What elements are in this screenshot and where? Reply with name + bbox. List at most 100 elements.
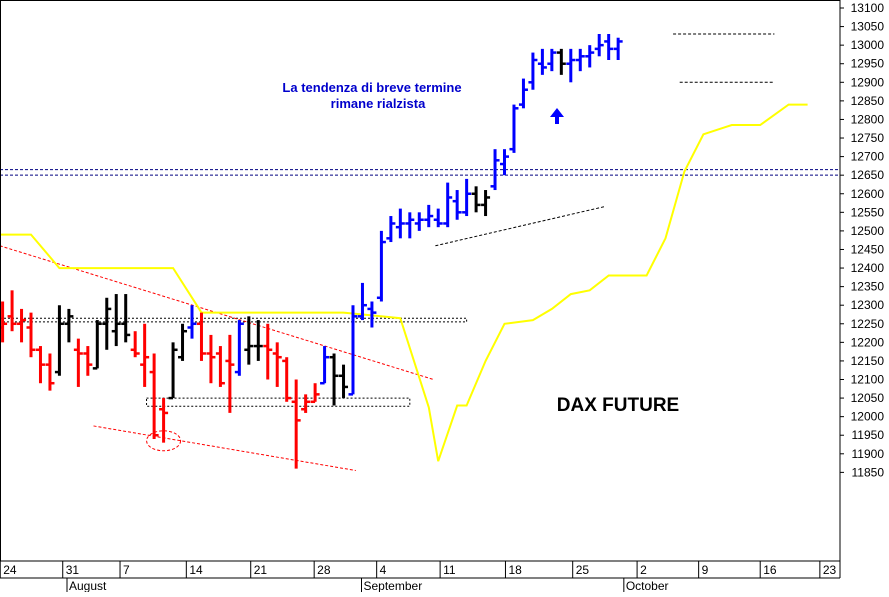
ohlc-bar bbox=[339, 364, 349, 399]
y-tick-label: 12650 bbox=[851, 168, 885, 182]
y-tick-label: 12750 bbox=[851, 131, 885, 145]
x-tick-label: 2 bbox=[640, 563, 647, 577]
y-tick-label: 12550 bbox=[851, 205, 885, 219]
y-tick-label: 12850 bbox=[851, 94, 885, 108]
support-trendline bbox=[435, 206, 605, 247]
ohlc-bar bbox=[272, 342, 282, 387]
ohlc-bar bbox=[357, 282, 367, 321]
x-tick-label: 21 bbox=[254, 563, 268, 577]
ohlc-bar bbox=[168, 342, 178, 400]
ohlc-bar bbox=[528, 52, 538, 90]
ohlc-bar bbox=[149, 353, 159, 439]
x-tick-label: 24 bbox=[3, 563, 17, 577]
ohlc-bar bbox=[0, 301, 8, 343]
y-tick-label: 12700 bbox=[851, 150, 885, 164]
ohlc-bar bbox=[481, 190, 491, 217]
ohlc-bar bbox=[556, 48, 566, 75]
ohlc-bar bbox=[500, 149, 510, 176]
ohlc-bar bbox=[395, 208, 405, 239]
month-label: August bbox=[69, 579, 107, 592]
x-tick-label: 31 bbox=[66, 563, 80, 577]
ohlc-bar bbox=[206, 334, 216, 384]
y-tick-label: 12500 bbox=[851, 224, 885, 238]
month-label: September bbox=[364, 579, 423, 592]
ohlc-bar bbox=[73, 338, 83, 387]
ohlc-bar bbox=[178, 323, 188, 361]
annotation-line-1: La tendenza di breve termine bbox=[282, 80, 461, 95]
ohlc-bar bbox=[225, 334, 235, 413]
ohlc-bar bbox=[263, 323, 273, 380]
y-tick-label: 11850 bbox=[852, 465, 885, 479]
consolidation-box-lower bbox=[146, 397, 411, 407]
ohlc-bar bbox=[594, 34, 604, 57]
ohlc-bar bbox=[310, 383, 320, 404]
up-arrow-icon bbox=[550, 108, 564, 124]
chart-title: DAX FUTURE bbox=[557, 395, 679, 416]
ohlc-bar bbox=[26, 312, 36, 358]
ohlc-bar bbox=[471, 186, 481, 213]
ohlc-bar bbox=[234, 320, 244, 376]
ohlc-bar bbox=[509, 104, 519, 153]
ohlc-bar bbox=[253, 320, 263, 361]
ohlc-bar bbox=[537, 48, 547, 75]
moving-average-line bbox=[0, 103, 808, 462]
ohlc-bar bbox=[613, 37, 623, 61]
x-tick-label: 4 bbox=[380, 563, 387, 577]
ohlc-bar bbox=[575, 48, 585, 72]
ohlc-bar bbox=[140, 323, 150, 387]
ohlc-bar bbox=[187, 305, 197, 339]
ohlc-bar bbox=[121, 294, 131, 343]
moving-average-layer bbox=[0, 103, 808, 462]
x-tick-label: 23 bbox=[823, 563, 837, 577]
x-tick-label: 16 bbox=[763, 563, 777, 577]
y-tick-label: 12300 bbox=[851, 298, 885, 312]
ohlc-bar bbox=[45, 353, 55, 391]
x-tick-label: 14 bbox=[189, 563, 203, 577]
ohlc-bar bbox=[443, 182, 453, 228]
ohlc-bar bbox=[159, 398, 169, 443]
ohlc-bar bbox=[7, 290, 17, 332]
ohlc-bar bbox=[462, 178, 472, 217]
ohlc-bar bbox=[414, 212, 424, 231]
ohlc-bar bbox=[196, 312, 206, 361]
y-tick-label: 12900 bbox=[851, 75, 885, 89]
ohlc-bar bbox=[35, 346, 45, 384]
y-tick-label: 12950 bbox=[851, 57, 885, 71]
ohlc-bar bbox=[585, 45, 595, 68]
y-tick-label: 11950 bbox=[852, 428, 885, 442]
consolidation-box-upper bbox=[0, 317, 468, 323]
y-tick-label: 12250 bbox=[851, 317, 885, 331]
y-tick-label: 12450 bbox=[851, 242, 885, 256]
ohlc-bar bbox=[54, 305, 64, 376]
y-tick-label: 13050 bbox=[851, 20, 885, 34]
low-ellipse bbox=[146, 430, 182, 452]
x-tick-label: 9 bbox=[702, 563, 709, 577]
ohlc-bar bbox=[301, 394, 311, 413]
x-tick-label: 11 bbox=[443, 563, 456, 577]
annotation-line-2: rimane rialzista bbox=[331, 96, 426, 111]
x-tick-label: 18 bbox=[508, 563, 522, 577]
x-tick-label: 28 bbox=[317, 563, 331, 577]
x-tick-label: 25 bbox=[576, 563, 590, 577]
ohlc-bar bbox=[433, 208, 443, 228]
ohlc-bar bbox=[92, 320, 102, 370]
y-tick-label: 12600 bbox=[851, 187, 885, 201]
y-tick-label: 12350 bbox=[851, 280, 885, 294]
ohlc-bars-layer bbox=[0, 34, 623, 469]
ohlc-bar bbox=[424, 204, 434, 228]
ohlc-bar bbox=[405, 212, 415, 239]
month-label: October bbox=[626, 579, 669, 592]
ohlc-bar bbox=[604, 34, 614, 61]
ohlc-bar bbox=[376, 230, 386, 302]
y-tick-label: 12800 bbox=[851, 112, 885, 126]
ohlc-bar bbox=[490, 149, 500, 191]
ohlc-bar bbox=[320, 346, 330, 385]
ohlc-bar bbox=[64, 308, 74, 343]
ohlc-bar bbox=[566, 48, 576, 83]
ohlc-bar bbox=[291, 379, 301, 469]
ohlc-bar bbox=[111, 294, 121, 347]
ohlc-bar bbox=[452, 190, 462, 220]
y-tick-label: 12100 bbox=[851, 373, 885, 387]
